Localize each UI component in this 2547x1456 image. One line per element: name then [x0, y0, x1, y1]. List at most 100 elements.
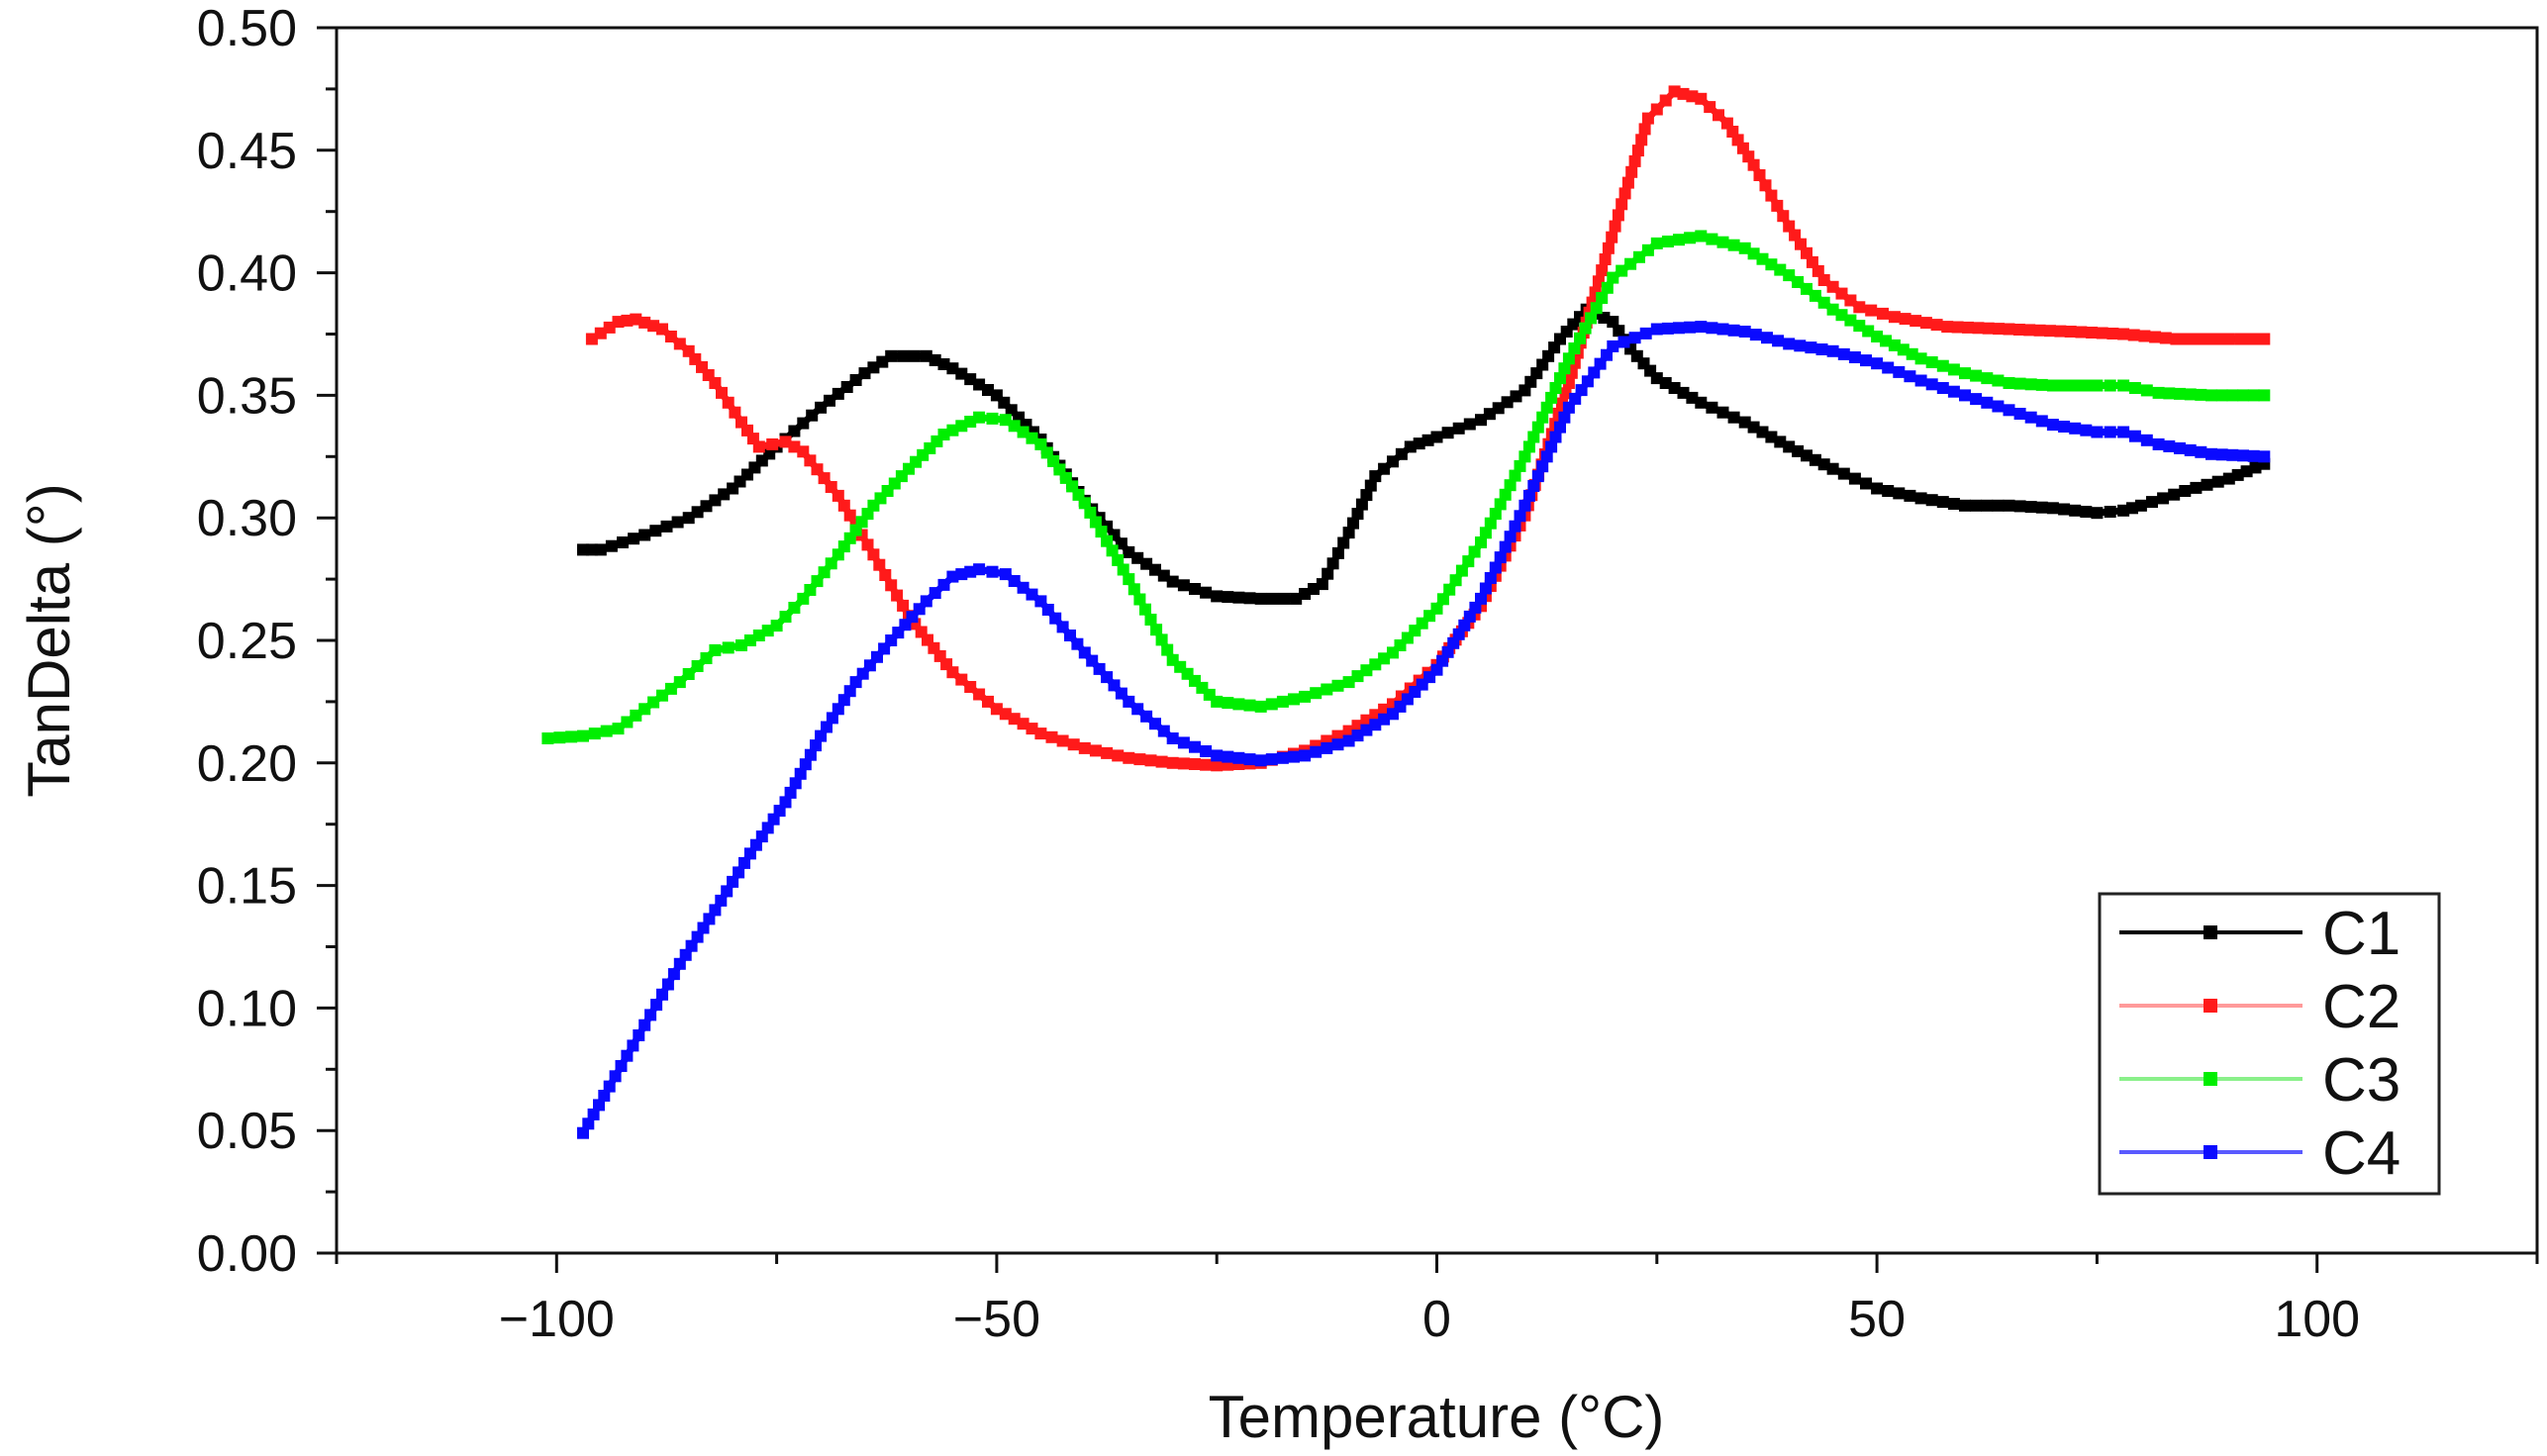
data-point — [1310, 745, 1322, 758]
data-point — [709, 904, 722, 917]
data-point — [1479, 527, 1492, 539]
data-point — [1342, 527, 1355, 539]
data-point — [2054, 325, 2067, 338]
data-point — [1549, 431, 1562, 443]
data-point — [1008, 575, 1021, 587]
data-point — [667, 968, 680, 981]
data-point — [821, 721, 833, 733]
data-point — [832, 489, 844, 502]
y-tick-label: 0.15 — [197, 858, 297, 916]
data-point — [1462, 555, 1475, 568]
data-point — [1650, 323, 1663, 336]
data-point — [679, 948, 692, 961]
data-point — [2058, 503, 2071, 516]
data-point — [1222, 591, 1234, 604]
data-point — [715, 894, 728, 907]
data-point — [1355, 498, 1368, 511]
series-line — [588, 87, 2268, 769]
data-point — [1981, 372, 1994, 385]
data-point — [1738, 326, 1751, 338]
data-point — [1716, 323, 1729, 336]
data-point — [1166, 575, 1179, 588]
y-tick-label: 0.25 — [197, 613, 297, 670]
data-point — [2091, 426, 2104, 438]
data-point — [2258, 389, 2271, 402]
data-point — [1673, 322, 1685, 335]
x-axis-title: Temperature (°C) — [1209, 1384, 1665, 1450]
data-point — [1123, 573, 1135, 586]
data-point — [1243, 753, 1256, 766]
data-point — [1558, 362, 1571, 375]
data-point — [1211, 749, 1224, 762]
legend-entry-c1: C1 — [2119, 900, 2400, 968]
data-point — [2086, 327, 2099, 339]
data-point — [1982, 322, 1995, 335]
data-point — [2159, 332, 2172, 344]
data-point — [1628, 332, 1641, 344]
data-point — [2184, 388, 2197, 401]
data-point — [1475, 536, 1487, 548]
data-point — [2091, 379, 2104, 392]
data-point — [2174, 387, 2186, 400]
data-point — [1826, 344, 1839, 357]
data-point — [1899, 313, 1911, 326]
data-point — [1837, 467, 1850, 480]
data-point — [1914, 374, 1927, 387]
data-point — [1609, 220, 1621, 233]
data-point — [1189, 583, 1201, 595]
data-point — [1639, 327, 1652, 340]
data-point — [1468, 545, 1481, 558]
data-point — [1579, 322, 1592, 335]
data-point — [1930, 319, 1943, 332]
data-point — [1299, 690, 1312, 703]
data-point — [2033, 324, 2046, 337]
data-point — [2181, 333, 2194, 345]
legend-marker — [2204, 1072, 2217, 1086]
data-point — [1008, 420, 1021, 433]
data-point — [1951, 321, 1964, 334]
data-point — [1599, 253, 1612, 265]
data-point — [577, 729, 589, 742]
data-point — [1684, 321, 1697, 334]
data-point — [1522, 489, 1535, 502]
data-point — [843, 509, 856, 522]
data-point — [541, 732, 554, 744]
data-point — [638, 1019, 651, 1031]
legend-marker — [2204, 925, 2217, 939]
data-point — [2046, 419, 2059, 432]
data-point — [598, 1090, 611, 1102]
data-point — [1882, 361, 1895, 374]
data-point — [1449, 574, 1462, 587]
data-point — [553, 731, 566, 744]
data-point — [2106, 328, 2119, 340]
data-point — [1254, 754, 1267, 767]
data-point — [843, 685, 856, 698]
data-point — [1794, 340, 1807, 352]
data-point — [628, 533, 640, 545]
data-point — [1484, 572, 1497, 584]
data-point — [656, 988, 668, 1001]
data-point — [1337, 536, 1350, 549]
y-tick-label: 0.45 — [197, 123, 297, 180]
data-point — [1034, 728, 1047, 740]
data-point — [2168, 488, 2181, 501]
data-point — [2080, 424, 2093, 437]
data-point — [2024, 378, 2037, 391]
data-point — [1441, 427, 1454, 439]
data-point — [2069, 379, 2082, 392]
data-point — [1753, 169, 1766, 181]
data-point — [2012, 324, 2025, 336]
data-point — [1981, 499, 1994, 512]
data-point — [1981, 396, 1994, 409]
data-point — [2117, 328, 2130, 340]
series-layer — [541, 85, 2271, 1139]
data-point — [1288, 693, 1300, 706]
data-point — [1633, 250, 1645, 263]
data-point — [2195, 388, 2207, 401]
data-point — [2201, 478, 2213, 491]
series-c3 — [541, 230, 2271, 744]
data-point — [2163, 387, 2176, 400]
data-point — [1590, 302, 1603, 315]
